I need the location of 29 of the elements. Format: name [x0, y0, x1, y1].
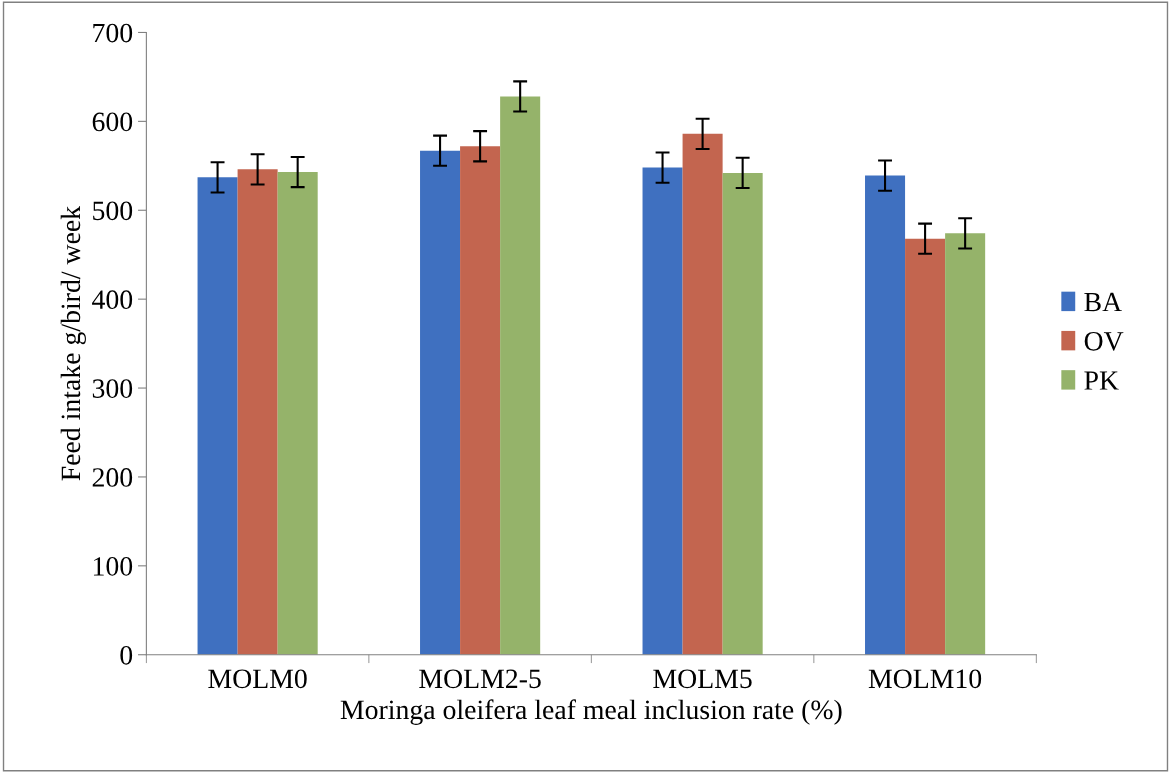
bar: [500, 96, 541, 655]
legend-label: PK: [1084, 371, 1119, 390]
bar: [460, 146, 501, 655]
x-axis-title: Moringa oleifera leaf meal inclusion rate (%): [340, 699, 842, 725]
x-tick-label: MOLM0: [208, 669, 307, 689]
bar: [420, 150, 461, 655]
legend-label: BA: [1084, 292, 1122, 312]
y-tick-label: 400: [92, 290, 133, 310]
bar: [905, 238, 946, 655]
bar: [682, 133, 723, 655]
y-tick-label: 500: [93, 201, 133, 221]
bar: [865, 175, 906, 655]
y-tick-label: 200: [92, 468, 133, 487]
bar: [197, 177, 238, 655]
bar: [277, 172, 318, 655]
legend-label: OV: [1084, 331, 1124, 351]
bar: [945, 233, 986, 655]
bar: [642, 167, 683, 655]
bar: [237, 169, 278, 655]
y-tick-label: 700: [93, 23, 133, 43]
x-tick-label: MOLM10: [868, 669, 982, 689]
x-tick-label: MOLM2-5: [419, 669, 541, 689]
y-tick-label: 600: [92, 112, 133, 132]
y-tick-label: 0: [120, 645, 133, 665]
x-tick-label: MOLM5: [653, 669, 752, 689]
y-tick-label: 100: [93, 557, 133, 576]
y-axis-title: Feed intake g/bird/ week: [60, 205, 86, 481]
y-tick-label: 300: [92, 379, 133, 398]
bar: [722, 172, 763, 655]
